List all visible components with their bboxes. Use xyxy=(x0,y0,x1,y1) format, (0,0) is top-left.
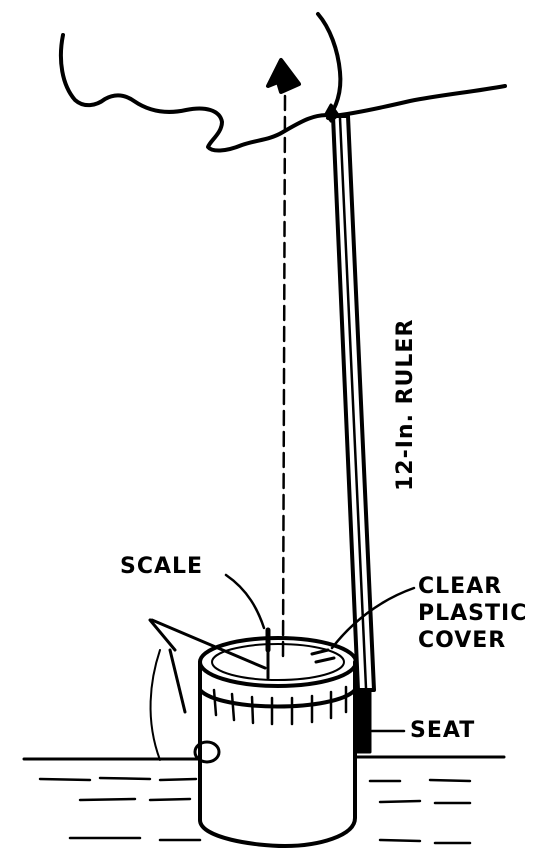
cover-label-line-1: CLEAR xyxy=(418,574,503,599)
cover-leader xyxy=(330,586,416,650)
face-profile xyxy=(59,33,335,153)
scale-label: SCALE xyxy=(120,554,204,579)
gauge-inner-ring xyxy=(211,643,345,681)
gauge-rim-ribs xyxy=(212,685,348,726)
cover-label-line-3: COVER xyxy=(418,628,507,653)
eye-icon xyxy=(266,58,301,94)
face-hairline xyxy=(316,12,343,120)
cover-label: CLEAR PLASTIC COVER xyxy=(418,573,527,654)
sight-line xyxy=(281,94,287,660)
ground-shading xyxy=(38,776,472,845)
seat-label: SEAT xyxy=(410,718,476,743)
gauge-knob xyxy=(193,740,221,764)
cover-label-line-2: PLASTIC xyxy=(418,601,528,626)
scale-leader xyxy=(224,573,266,630)
ruler-seat xyxy=(354,688,372,754)
face-chin xyxy=(331,84,507,118)
cover-reflection xyxy=(310,648,336,664)
gauge-cover-edge xyxy=(148,618,187,714)
ruler xyxy=(331,114,376,692)
gauge-top-rim xyxy=(198,660,357,709)
cover-string xyxy=(149,649,161,761)
gauge-body xyxy=(198,688,357,848)
ground-line xyxy=(22,755,506,761)
ruler-label: 12-In. RULER xyxy=(393,318,418,492)
ruler-edge xyxy=(338,116,368,690)
gauge-cover-flap xyxy=(150,618,267,670)
gauge-opening xyxy=(198,636,358,688)
